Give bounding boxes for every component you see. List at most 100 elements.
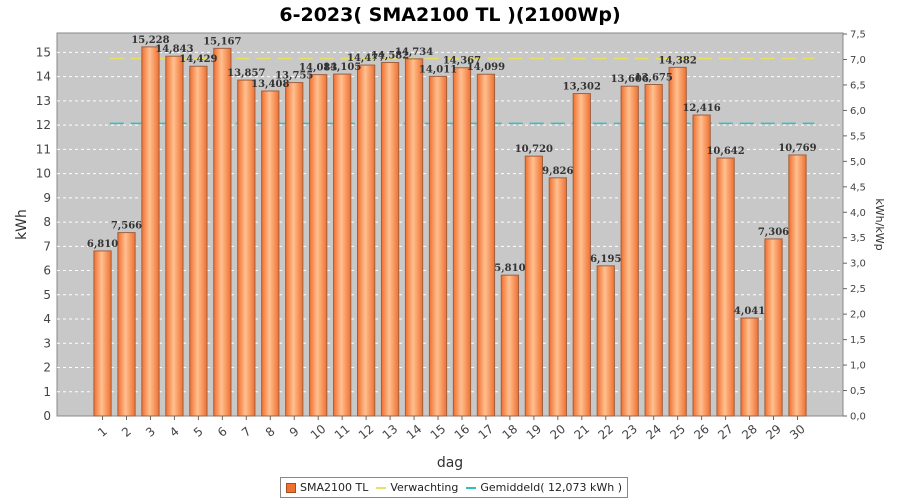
data-label: 13,755 (275, 71, 313, 82)
data-label: 13,302 (563, 82, 601, 93)
x-tick-label: 18 (500, 422, 521, 443)
y-tick-label: 4 (43, 312, 51, 326)
data-label: 15,228 (131, 35, 169, 46)
y-tick-label: 3 (43, 336, 51, 350)
x-tick-label: 2 (119, 424, 134, 440)
bar (740, 317, 759, 417)
x-tick-label: 5 (191, 424, 206, 440)
legend-item-expected: Verwachting (376, 481, 458, 494)
data-label: 14,843 (155, 44, 193, 55)
x-tick-label: 26 (691, 422, 712, 443)
x-tick-label: 12 (356, 422, 377, 443)
bar (500, 274, 520, 417)
x-tick-label: 24 (643, 422, 664, 443)
x-tick-label: 13 (380, 422, 401, 443)
x-tick-label: 4 (167, 424, 182, 440)
data-label: 13,606 (611, 74, 649, 85)
y-right-tick-label: 7,0 (850, 55, 866, 66)
data-label: 7,566 (111, 221, 142, 232)
legend-label-production: SMA2100 TL (300, 481, 369, 494)
x-tick-label: 14 (404, 422, 425, 443)
x-tick-label: 30 (787, 422, 808, 443)
data-label: 14,382 (659, 55, 697, 66)
data-label: 6,195 (590, 254, 621, 265)
x-axis-label: dag (437, 455, 463, 471)
bar (620, 85, 639, 417)
x-tick-label: 29 (763, 422, 784, 443)
data-label: 14,367 (443, 56, 481, 67)
y-tick-label: 9 (43, 191, 51, 205)
y-right-tick-label: 6,5 (850, 80, 866, 91)
y-tick-label: 13 (36, 94, 51, 108)
legend-label-average: Gemiddeld( 12,073 kWh ) (480, 481, 623, 494)
y-right-tick-label: 1,5 (850, 335, 866, 346)
y-right-tick-label: 7,5 (850, 30, 866, 41)
data-label: 14,011 (419, 64, 457, 75)
y-right-tick-label: 4,0 (850, 208, 866, 219)
y-right-tick-label: 2,0 (850, 310, 866, 321)
x-tick-label: 6 (215, 424, 230, 440)
bar (428, 75, 448, 417)
x-tick-label: 9 (287, 424, 302, 440)
legend-item-production: SMA2100 TL (286, 481, 368, 494)
x-tick-label: 11 (332, 422, 353, 443)
y-right-tick-label: 3,0 (850, 259, 866, 270)
bar (548, 177, 567, 417)
y-tick-label: 8 (43, 215, 51, 229)
bar (644, 84, 663, 417)
y-tick-label: 2 (43, 361, 51, 375)
x-tick-label: 20 (547, 422, 568, 443)
bar (404, 58, 424, 417)
x-tick-label: 19 (524, 422, 545, 443)
bar (788, 154, 807, 417)
y-axis-label: kWh (14, 209, 30, 240)
bar (716, 157, 735, 417)
bar (572, 93, 591, 417)
data-label: 10,642 (706, 146, 744, 157)
bar (380, 62, 400, 417)
bar (333, 73, 352, 417)
legend-item-average: Gemiddeld( 12,073 kWh ) (466, 481, 622, 494)
x-tick-label: 22 (595, 422, 616, 443)
bar (285, 82, 304, 417)
x-tick-label: 21 (571, 422, 592, 443)
bar (237, 79, 256, 417)
bar (668, 66, 687, 417)
legend-label-expected: Verwachting (390, 481, 459, 494)
y-tick-label: 14 (36, 70, 51, 84)
x-tick-label: 8 (263, 424, 278, 440)
data-label: 10,720 (515, 144, 553, 155)
data-label: 14,429 (179, 54, 217, 65)
data-label: 5,810 (494, 263, 525, 274)
y-tick-label: 0 (43, 409, 51, 423)
y-right-tick-label: 0,0 (850, 412, 866, 423)
data-label: 7,306 (758, 227, 789, 238)
data-label: 6,810 (87, 239, 118, 250)
legend: SMA2100 TL Verwachting Gemiddeld( 12,073… (280, 477, 629, 498)
y-right-tick-label: 2,5 (850, 284, 866, 295)
x-tick-label: 23 (619, 422, 640, 443)
y-right-tick-label: 4,5 (850, 182, 866, 193)
x-tick-label: 25 (667, 422, 688, 443)
y-right-tick-label: 6,0 (850, 106, 866, 117)
y-tick-label: 12 (36, 118, 51, 132)
y-tick-label: 1 (43, 385, 51, 399)
legend-swatch-expected (376, 486, 387, 489)
x-tick-label: 16 (452, 422, 473, 443)
y-tick-label: 7 (43, 239, 51, 253)
x-tick-label: 17 (476, 422, 497, 443)
y-tick-label: 6 (43, 264, 51, 278)
y-axis-right-label: kWh/kWp (873, 198, 886, 250)
chart-title: 6-2023( SMA2100 TL )(2100Wp) (279, 4, 620, 26)
data-label: 14,083 (299, 63, 337, 74)
y-tick-label: 11 (36, 142, 51, 156)
data-label: 14,734 (395, 47, 433, 58)
data-label: 14,105 (323, 62, 361, 73)
data-label: 13,675 (635, 73, 673, 84)
x-tick-label: 27 (715, 422, 736, 443)
y-right-tick-label: 5,5 (850, 131, 866, 142)
x-tick-label: 1 (95, 424, 110, 440)
legend-swatch-bar (286, 482, 296, 493)
data-label: 14,582 (371, 51, 409, 62)
data-label: 15,167 (203, 36, 241, 47)
